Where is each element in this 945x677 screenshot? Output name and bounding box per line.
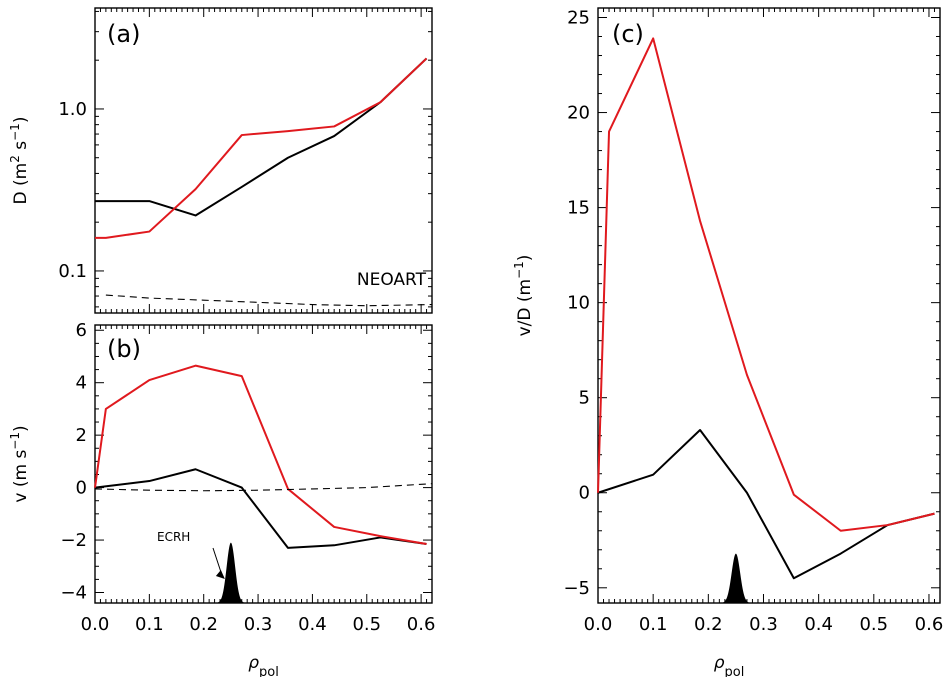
y-axis-label: v (m s−1) — [8, 425, 31, 502]
panel-b: 0.0 0.1 0.2 0.3 0.4 0.5 0.6 −4 −2 0 2 4 6 (b) ECRH v (m… — [8, 320, 435, 677]
x-tick-label: 0.1 — [135, 614, 164, 635]
y-tick-label: 10 — [567, 293, 590, 314]
series-line-1 — [94, 364, 427, 545]
y-tick-label: 15 — [567, 198, 590, 219]
x-axis-label: ρpol — [714, 653, 745, 677]
series-line-1 — [597, 37, 935, 532]
y-tick-label: 0.1 — [58, 261, 87, 282]
plot-frame — [597, 7, 941, 604]
y-tick-label: 0 — [579, 483, 590, 504]
ecrh-arrow-head — [215, 570, 225, 579]
x-axis-label: ρpol — [248, 653, 279, 677]
x-tick-label: 0.5 — [352, 614, 381, 635]
series-line-0 — [94, 468, 427, 549]
x-tick-label: 0.4 — [804, 614, 833, 635]
neoart-label: NEOART — [357, 270, 427, 290]
plot-frame — [94, 324, 433, 604]
panel-c: 0.0 0.1 0.2 0.3 0.4 0.5 0.6 −5 0 5 10 15 20 25 (c) v/D … — [512, 7, 944, 677]
x-tick-label: 0.3 — [244, 614, 273, 635]
series-line-2 — [94, 483, 433, 492]
y-tick-label: −4 — [60, 583, 87, 604]
y-tick-label: 6 — [76, 320, 87, 341]
ecrh-label: ECRH — [157, 530, 190, 544]
x-tick-label: 0.6 — [915, 614, 944, 635]
x-tick-label: 0.0 — [584, 614, 613, 635]
x-tick-label: 0.0 — [81, 614, 110, 635]
y-tick-label: 2 — [76, 425, 87, 446]
y-tick-label: 1.0 — [58, 99, 87, 120]
y-tick-label: 5 — [579, 388, 590, 409]
y-axis-label: D (m2 s−1) — [8, 117, 31, 205]
x-tick-label: 0.5 — [859, 614, 888, 635]
x-tick-label: 0.4 — [298, 614, 327, 635]
x-tick-label: 0.6 — [407, 614, 436, 635]
y-axis-label: v/D (m−1) — [512, 255, 535, 337]
x-tick-label: 0.2 — [694, 614, 723, 635]
panel-label: (b) — [107, 335, 141, 363]
series-line-0 — [95, 57, 428, 217]
y-tick-label: 25 — [567, 8, 590, 29]
y-tick-label: 4 — [76, 373, 87, 394]
y-tick-label: −5 — [563, 578, 590, 599]
ecrh-deposition-profile — [719, 553, 753, 603]
x-tick-label: 0.3 — [749, 614, 778, 635]
series-line-0 — [597, 429, 935, 580]
panel-a: 0.1 1.0 (a) NEOART D (m2 s−1) — [8, 7, 433, 314]
series-line-1 — [95, 57, 428, 239]
y-tick-label: 0 — [76, 478, 87, 499]
y-tick-label: 20 — [567, 103, 590, 124]
y-tick-label: −2 — [60, 530, 87, 551]
plot-frame — [94, 7, 433, 314]
panel-label: (a) — [107, 20, 140, 48]
x-tick-label: 0.1 — [639, 614, 668, 635]
x-tick-label: 0.2 — [189, 614, 218, 635]
ecrh-deposition-profile — [214, 542, 248, 603]
series-line-2 — [105, 294, 433, 307]
panel-label: (c) — [612, 20, 644, 48]
